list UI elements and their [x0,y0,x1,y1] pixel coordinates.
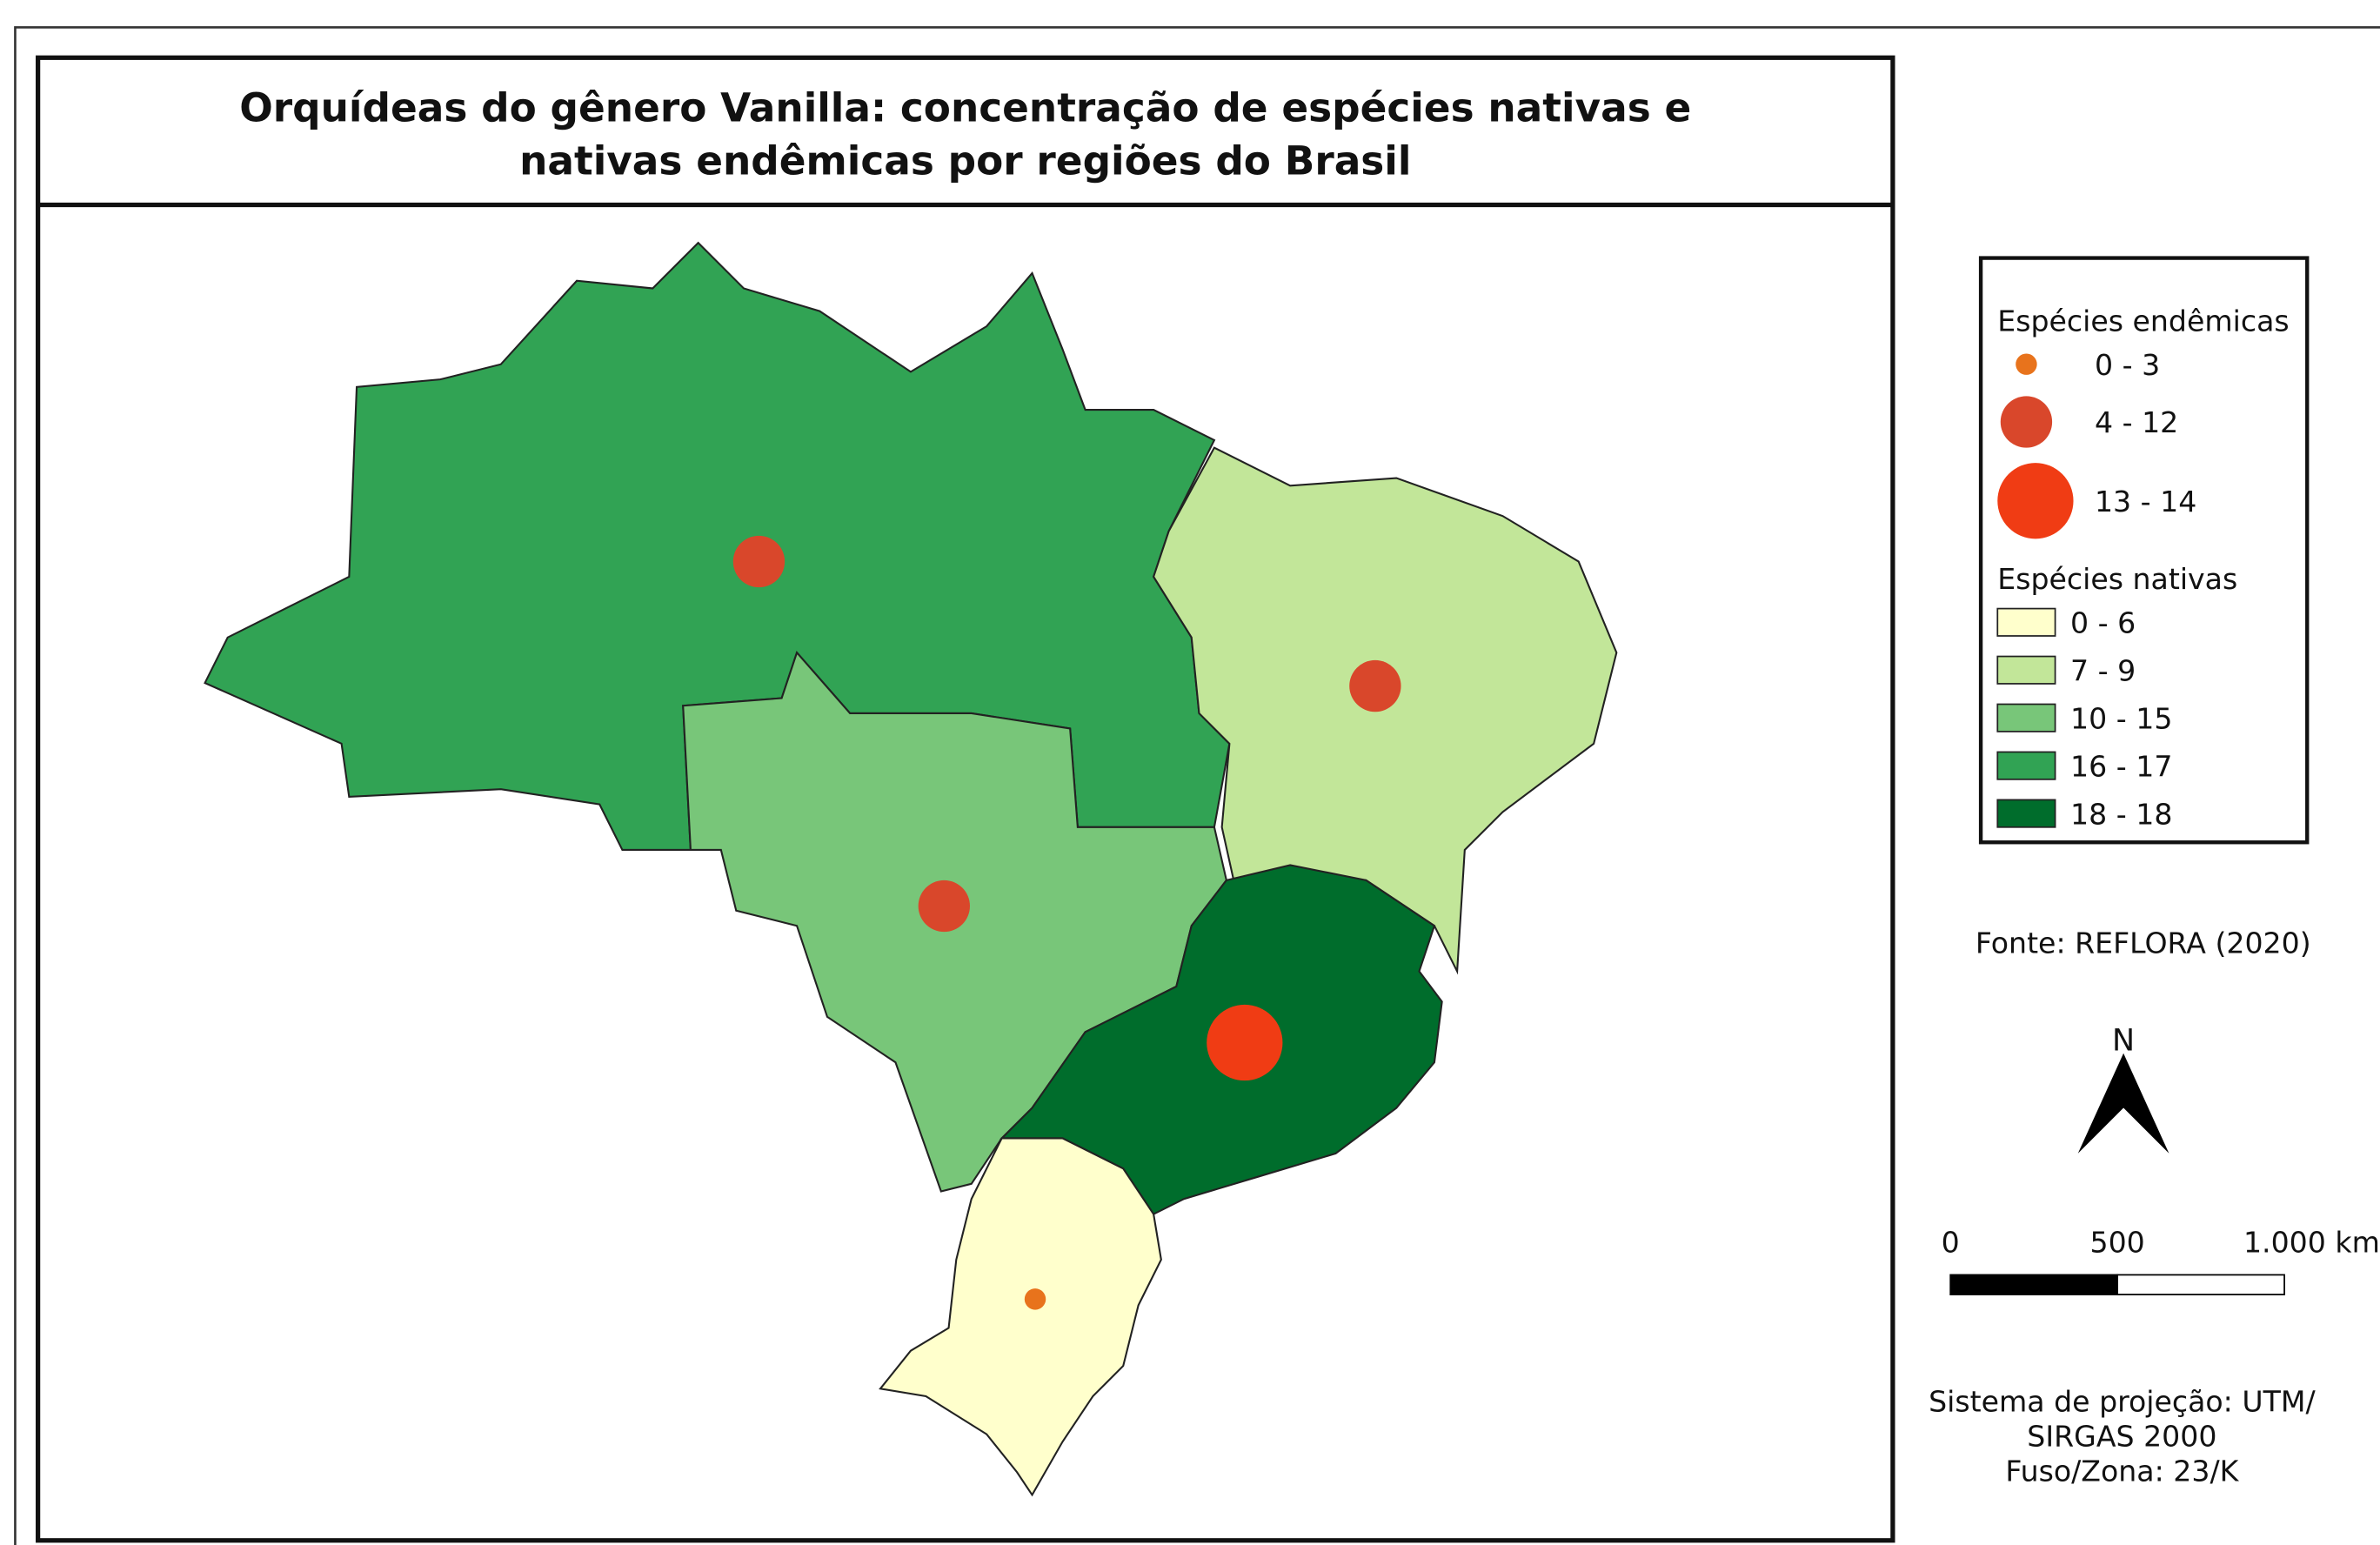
projection: SIRGAS 2000 [2027,1420,2216,1454]
legend-label: 7 - 9 [2070,653,2136,687]
legend-swatch [1996,751,2056,780]
title-line: nativas endêmicas por regiões do Brasil [519,138,1411,184]
outer-frame [14,26,2380,1545]
legend-label: 0 - 6 [2070,605,2136,639]
scale-bar-white [2116,1274,2285,1296]
endemic-circle [1349,659,1401,712]
legend-label: 4 - 12 [2095,405,2178,439]
scale-label: 0 [1942,1225,1960,1259]
projection: Fuso/Zona: 23/K [2005,1455,2239,1488]
legend-circle [1997,463,2074,539]
legend-swatch [1996,607,2056,637]
endemic-circle [1024,1288,1046,1310]
projection: Sistema de projeção: UTM/ [1929,1384,2316,1418]
legend-circle [2016,353,2037,375]
native-legend: 0 - 6 7 - 9 10 - 15 16 - 17 18 - 18 [1996,605,2172,831]
scale-label: 500 [2089,1225,2144,1259]
legend-title: Espécies nativas [1997,562,2237,596]
endemic-circle [732,535,786,588]
region-south [879,1137,1162,1497]
title-line: Orquídeas do gênero Vanilla: concentraçã… [239,85,1691,131]
map-frame [36,55,1895,1543]
legend-label: 0 - 3 [2095,348,2160,382]
legend-label: 16 - 17 [2070,749,2172,783]
north-label: N [2112,1023,2135,1058]
legend-title: Espécies endêmicas [1997,304,2289,338]
north-arrow [2077,1053,2169,1154]
endemic-symbols [732,535,1401,1310]
legend-label: 18 - 18 [2070,797,2172,831]
endemic-circle [918,880,970,933]
legend-swatch [1996,655,2056,685]
scale-label: 1.000 km [2243,1225,2380,1259]
legend-circle [2000,396,2053,448]
endemic-circle [1207,1004,1283,1081]
legend-label: 13 - 14 [2095,485,2196,518]
legend-swatch [1996,703,2056,732]
legend-label: 10 - 15 [2070,701,2172,735]
legend-box [1978,256,2310,845]
legend-swatch [1996,799,2056,828]
source: Fonte: REFLORA (2020) [1976,926,2311,960]
scale-bar-black [1949,1274,2119,1296]
